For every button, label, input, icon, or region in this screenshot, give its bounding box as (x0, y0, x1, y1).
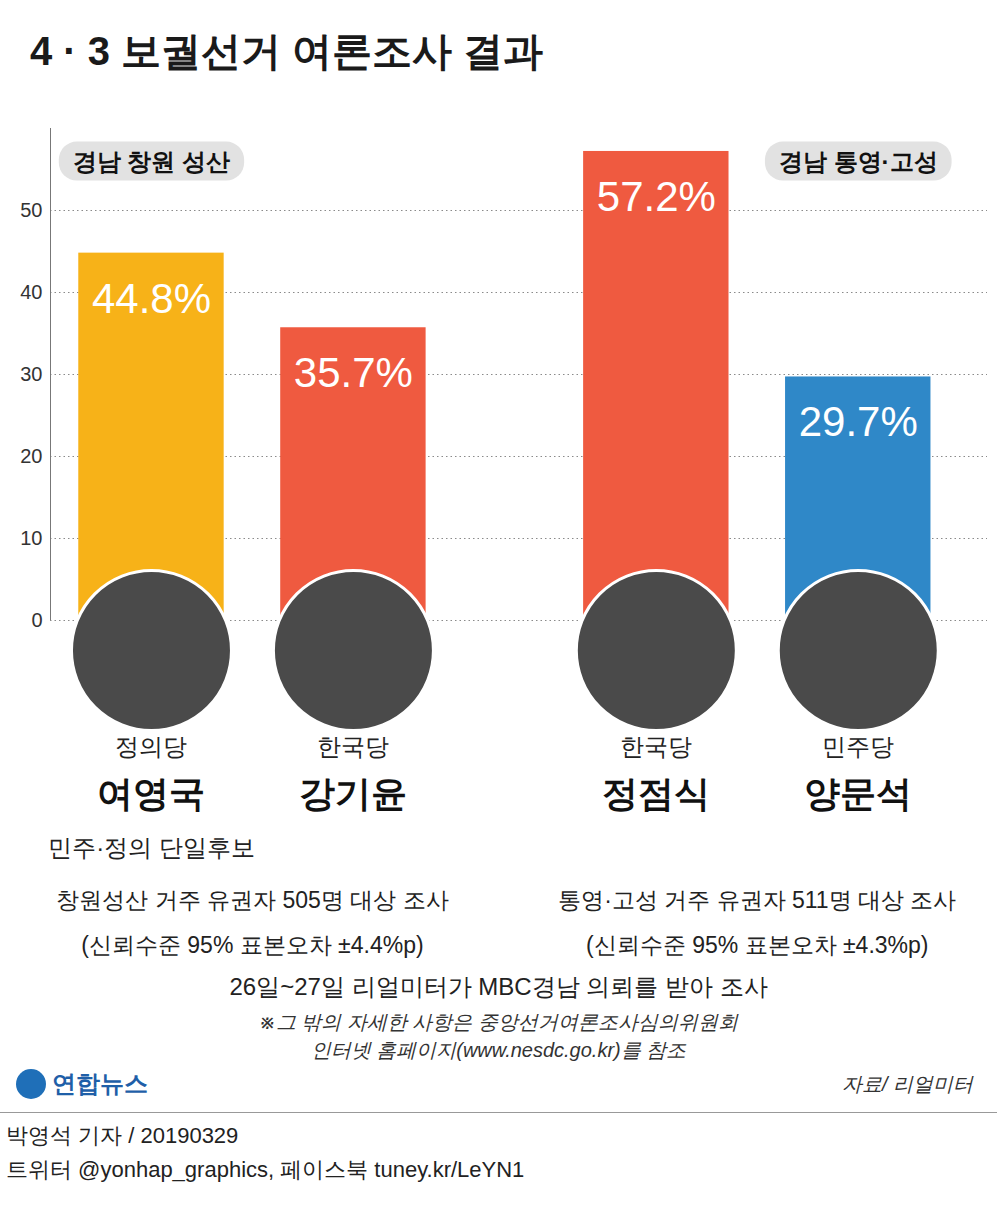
svg-text:여영국: 여영국 (97, 773, 205, 814)
html-text:26일~27일 리얼미터가 MBC경남 의뢰를 받아 조사: 26일~27일 리얼미터가 MBC경남 의뢰를 받아 조사 (229, 973, 768, 1000)
html-text:※그 밖의 자세한 사항은 중앙선거여론조사심의위원회: ※그 밖의 자세한 사항은 중앙선거여론조사심의위원회 (259, 1011, 738, 1033)
svg-text:29.7%: 29.7% (799, 398, 918, 445)
svg-text:(신뢰수준 95% 표본오차 ±4.3%p): (신뢰수준 95% 표본오차 ±4.3%p) (586, 932, 928, 958)
svg-text:민주·정의 단일후보: 민주·정의 단일후보 (48, 834, 255, 861)
svg-text:정점식: 정점식 (602, 773, 710, 814)
svg-text:10: 10 (20, 527, 42, 549)
svg-text:경남 통영·고성: 경남 통영·고성 (779, 148, 938, 175)
svg-text:20: 20 (20, 445, 42, 467)
html-text:박영석 기자 / 20190329: 박영석 기자 / 20190329 (6, 1123, 239, 1148)
svg-text:창원성산 거주 유권자 505명 대상 조사: 창원성산 거주 유권자 505명 대상 조사 (56, 887, 448, 913)
svg-text:(신뢰수준 95% 표본오차 ±4.4%p): (신뢰수준 95% 표본오차 ±4.4%p) (81, 932, 423, 958)
svg-text:57.2%: 57.2% (597, 173, 716, 220)
html-text:트위터 @yonhap_graphics, 페이스북 tun: 트위터 @yonhap_graphics, 페이스북 tuney.kr/LeYN… (6, 1157, 525, 1182)
svg-text:40: 40 (20, 281, 42, 303)
svg-text:민주당: 민주당 (822, 733, 894, 760)
svg-text:30: 30 (20, 363, 42, 385)
svg-text:정의당: 정의당 (115, 733, 187, 760)
svg-text:35.7%: 35.7% (294, 349, 413, 396)
svg-text:한국당: 한국당 (317, 733, 389, 760)
svg-text:50: 50 (20, 199, 42, 221)
svg-text:강기윤: 강기윤 (299, 773, 407, 814)
svg-text:한국당: 한국당 (620, 733, 692, 760)
html-text:자료/ 리얼미터: 자료/ 리얼미터 (841, 1072, 973, 1095)
svg-text:경남 창원 성산: 경남 창원 성산 (73, 148, 230, 175)
svg-text:0: 0 (31, 609, 42, 631)
html-text:인터넷 홈페이지(www.nesdc.go.kr)를 참조: 인터넷 홈페이지(www.nesdc.go.kr)를 참조 (310, 1039, 687, 1061)
svg-text:통영·고성 거주 유권자 511명 대상 조사: 통영·고성 거주 유권자 511명 대상 조사 (558, 887, 956, 913)
html-text:4 · 3 보궐선거 여론조사 결과: 4 · 3 보궐선거 여론조사 결과 (30, 29, 544, 73)
svg-text:양문석: 양문석 (804, 773, 912, 814)
html-text:연합뉴스: 연합뉴스 (52, 1070, 148, 1097)
svg-text:44.8%: 44.8% (92, 275, 211, 322)
